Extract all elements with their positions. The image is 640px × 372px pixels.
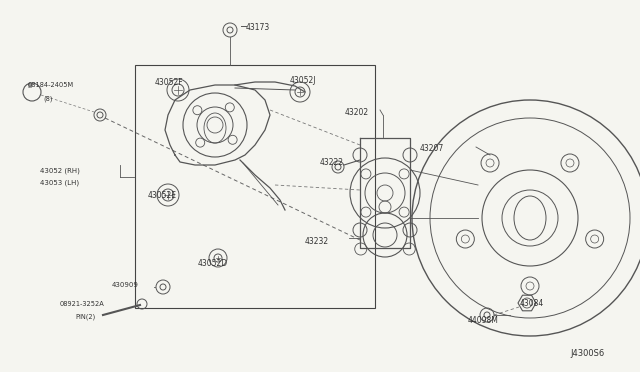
Text: J4300S6: J4300S6 — [571, 349, 605, 358]
Text: 43052D: 43052D — [198, 259, 228, 268]
Text: 43173: 43173 — [246, 23, 270, 32]
Text: PIN(2): PIN(2) — [75, 313, 95, 320]
Text: (8): (8) — [43, 95, 52, 102]
Text: 43232: 43232 — [305, 237, 329, 246]
Text: 43202: 43202 — [345, 108, 369, 117]
Text: 43084: 43084 — [520, 299, 544, 308]
Text: 44098M: 44098M — [468, 316, 499, 325]
Text: 43222: 43222 — [320, 158, 344, 167]
Text: 08184-2405M: 08184-2405M — [28, 82, 74, 88]
Text: 08921-3252A: 08921-3252A — [60, 301, 105, 307]
Text: 43053 (LH): 43053 (LH) — [40, 179, 79, 186]
Text: 43052E: 43052E — [148, 191, 177, 200]
Text: 430909: 430909 — [112, 282, 139, 288]
Text: 43052 (RH): 43052 (RH) — [40, 168, 80, 174]
Text: 43052J: 43052J — [290, 76, 317, 85]
Bar — [135, 65, 375, 308]
Text: 43207: 43207 — [420, 144, 444, 153]
Text: 43052F: 43052F — [155, 78, 184, 87]
Text: B: B — [28, 84, 32, 90]
